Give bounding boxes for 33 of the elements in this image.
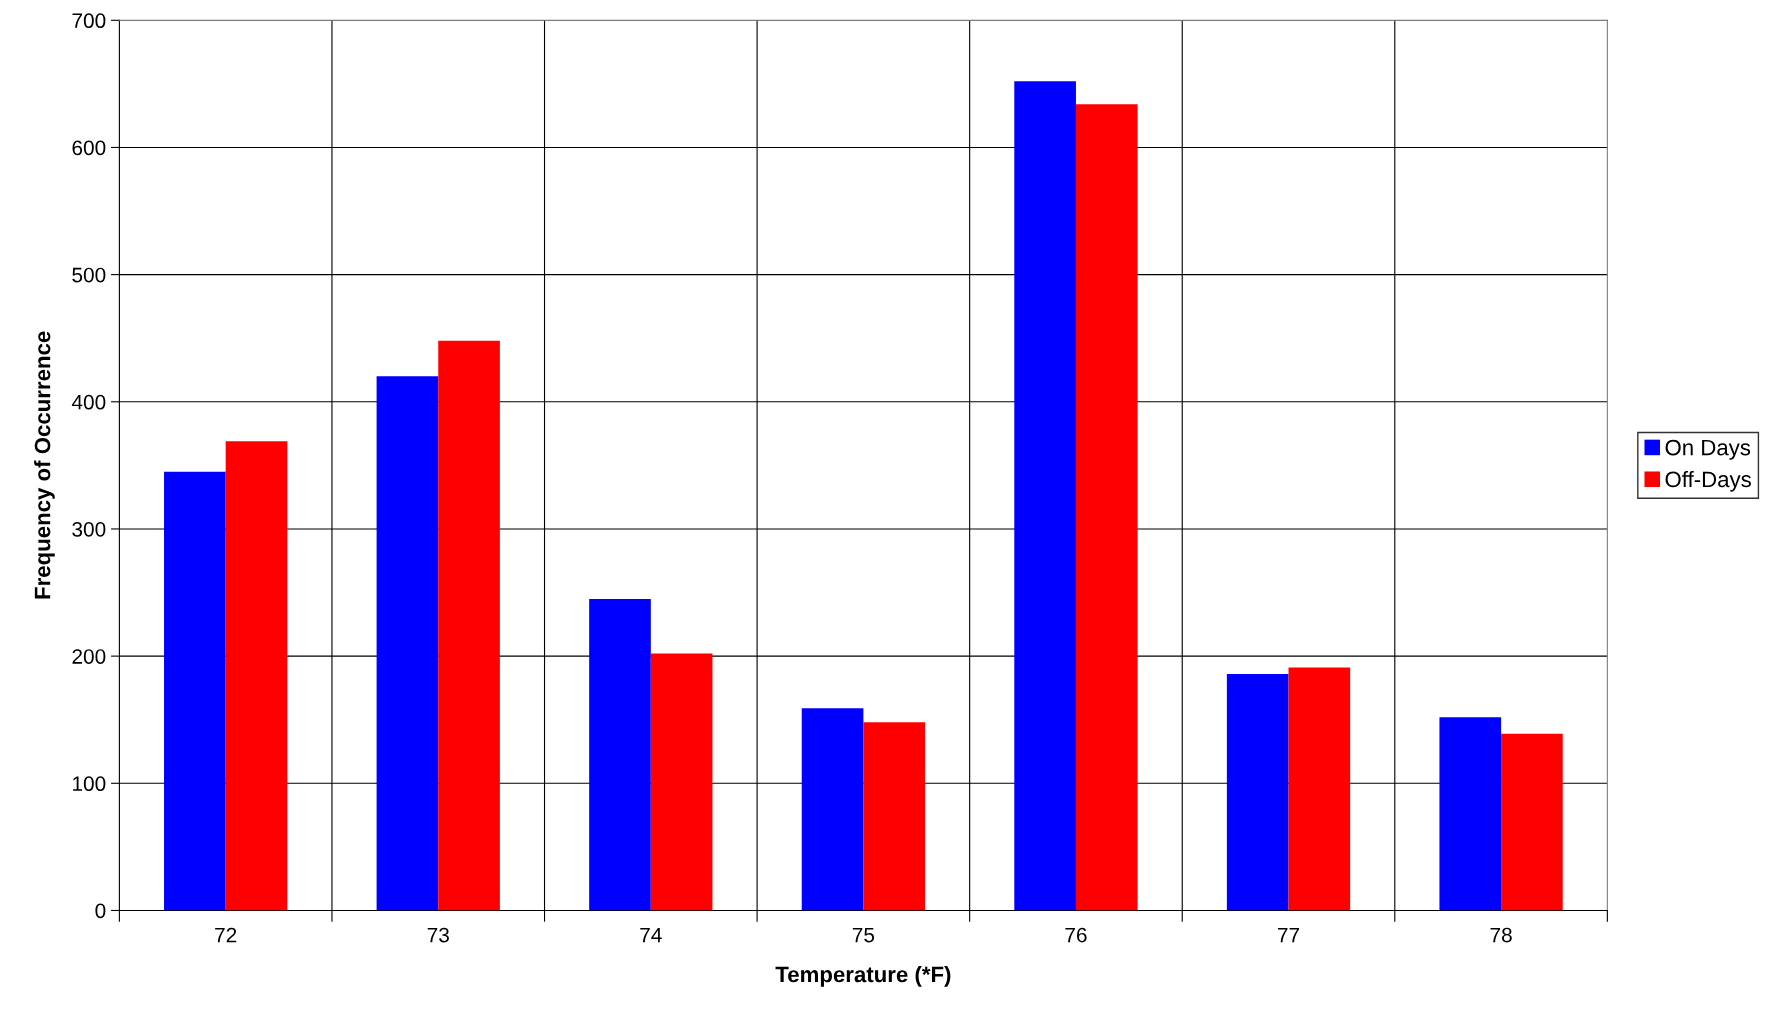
bar — [225, 441, 288, 911]
legend-label: On Days — [1665, 439, 1751, 460]
y-tick-label: 300 — [72, 521, 106, 537]
bar — [1075, 104, 1138, 911]
y-tick-label: 100 — [73, 776, 106, 792]
y-axis-title: Frequency of Occurrence — [34, 331, 55, 599]
x-tick-label: 78 — [1490, 927, 1512, 943]
x-tick-label: 75 — [852, 927, 875, 943]
bar — [438, 340, 500, 911]
x-tick-label: 73 — [427, 927, 449, 943]
y-tick-label: 500 — [72, 267, 106, 283]
x-tick-label: 72 — [215, 927, 237, 943]
bar — [1501, 733, 1563, 911]
y-tick-label: 600 — [72, 140, 106, 156]
y-tick-label: 400 — [71, 394, 106, 410]
y-tick-label: 200 — [72, 649, 106, 664]
bar — [801, 708, 864, 911]
bar — [650, 653, 713, 911]
bar — [1288, 667, 1351, 911]
bar — [164, 471, 226, 911]
bar — [1014, 81, 1076, 911]
bar — [589, 598, 651, 911]
legend-label: Off-Days — [1665, 470, 1751, 492]
bar — [863, 722, 926, 911]
x-tick-label: 76 — [1065, 927, 1087, 943]
y-tick-label: 0 — [95, 903, 106, 919]
x-tick-label: 74 — [640, 927, 662, 943]
bar — [376, 376, 439, 911]
bar — [1439, 717, 1502, 911]
y-tick-label: 700 — [72, 13, 106, 29]
bar — [1226, 673, 1289, 911]
x-tick-label: 77 — [1278, 927, 1300, 943]
x-axis-title: Temperature (*F) — [775, 965, 951, 987]
